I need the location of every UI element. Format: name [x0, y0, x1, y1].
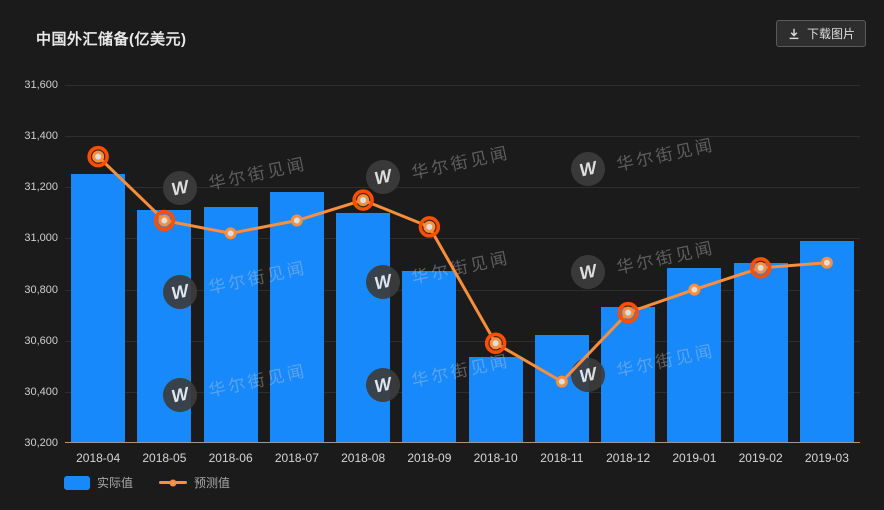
y-axis-label: 31,600	[24, 79, 58, 91]
forecast-point-2018-05[interactable]	[158, 214, 171, 227]
bars-layer	[65, 85, 860, 442]
x-axis-label: 2018-06	[208, 451, 253, 465]
x-axis-label: 2018-12	[606, 451, 651, 465]
bar-2018-06[interactable]	[203, 206, 258, 442]
y-gridline	[65, 391, 860, 393]
bar-2018-09[interactable]	[402, 270, 457, 442]
x-axis-label: 2019-03	[804, 451, 849, 465]
forecast-point-2018-10[interactable]	[489, 337, 502, 350]
forecast-point-2018-12[interactable]	[622, 306, 635, 319]
y-gridline	[65, 187, 860, 189]
forecast-point-2018-08[interactable]	[357, 194, 370, 207]
legend-item-actual[interactable]: 实际值	[64, 474, 133, 491]
bar-2018-10[interactable]	[468, 357, 523, 442]
actual-series-label: 实际值	[97, 476, 134, 490]
x-axis-label: 2018-07	[274, 451, 319, 465]
forecast-point-2018-09[interactable]	[423, 220, 436, 233]
download-icon	[787, 27, 801, 41]
plot-area: 30,200 30,400 30,600 30,800 31,000 31,200 31,4…	[24, 79, 860, 465]
actual-series-swatch	[64, 475, 90, 490]
bar-2018-07[interactable]	[269, 191, 324, 442]
legend-item-forecast[interactable]: 预测值	[159, 474, 230, 491]
forecast-line	[97, 155, 827, 384]
y-gridline	[65, 85, 860, 86]
y-gridline	[65, 238, 860, 240]
legend: 实际值 预测值	[64, 474, 230, 491]
y-axis-label: 30,600	[24, 334, 58, 347]
download-button-label: 下载图片	[806, 27, 855, 41]
y-axis-label: 31,400	[24, 130, 58, 143]
x-axis-label: 2018-05	[142, 451, 187, 465]
forecast-point-2018-06[interactable]	[224, 227, 237, 240]
forecast-point-2019-02[interactable]	[754, 261, 767, 274]
x-axis-label: 2018-11	[540, 451, 584, 465]
forecast-series-marker-icon	[169, 479, 177, 486]
forecast-point-2018-07[interactable]	[290, 214, 303, 227]
x-axis-label: 2018-09	[407, 451, 452, 465]
y-axis-label: 30,400	[24, 385, 58, 398]
forecast-point-2019-01[interactable]	[688, 283, 701, 296]
download-image-button[interactable]: 下载图片	[775, 20, 866, 47]
x-axis-label: 2019-01	[672, 451, 717, 465]
y-axis-label: 30,200	[24, 437, 58, 449]
bar-2018-04[interactable]	[71, 173, 126, 442]
forecast-point-2019-03[interactable]	[820, 256, 833, 269]
gridlines-layer	[65, 85, 860, 442]
forecast-line-layer	[87, 145, 833, 388]
x-axis-label: 2018-04	[76, 451, 121, 465]
y-gridline	[65, 289, 860, 291]
x-axis-label: 2018-10	[473, 451, 518, 465]
forecast-point-2018-11[interactable]	[555, 375, 568, 388]
bar-2019-03[interactable]	[799, 240, 854, 442]
bar-2019-02[interactable]	[733, 262, 788, 442]
y-axis-label: 30,800	[24, 283, 58, 296]
y-gridline	[65, 136, 860, 138]
y-axis: 30,200 30,400 30,600 30,800 31,000 31,200 31,4…	[3, 79, 58, 449]
forecast-series-swatch	[159, 479, 188, 486]
y-gridline	[65, 340, 860, 342]
x-axis-label: 2019-02	[738, 451, 783, 465]
forecast-series-label: 预测值	[194, 476, 231, 490]
forecast-point-2018-04[interactable]	[92, 150, 105, 163]
y-axis-label: 31,200	[24, 181, 58, 194]
x-axis-label: 2018-08	[341, 451, 386, 465]
chart-title: 中国外汇储备(亿美元)	[36, 31, 187, 48]
y-axis-label: 31,000	[24, 232, 58, 245]
